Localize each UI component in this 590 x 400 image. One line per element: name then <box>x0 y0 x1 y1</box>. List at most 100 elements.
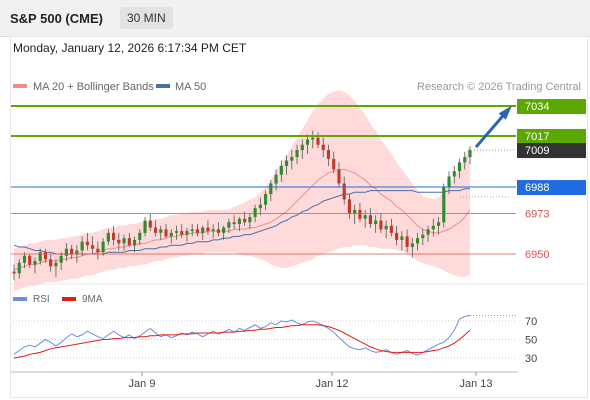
candle <box>206 220 210 235</box>
candle-body <box>174 231 179 233</box>
candle-body <box>96 248 100 253</box>
candle-body <box>436 222 441 226</box>
candle <box>463 151 467 170</box>
candle <box>127 232 131 247</box>
candle <box>22 252 27 269</box>
candle <box>17 259 21 279</box>
candle <box>279 160 283 182</box>
candle <box>395 225 399 246</box>
candle <box>91 236 95 254</box>
last-price-label: 7009 <box>525 145 549 157</box>
candle <box>290 150 294 170</box>
candle <box>174 225 179 240</box>
support-level-label: 6973 <box>525 208 549 220</box>
candle-body <box>49 259 53 267</box>
candle-body <box>59 255 63 263</box>
candle <box>421 229 425 246</box>
candle-body <box>426 229 430 235</box>
target-level-label: 7017 <box>525 131 549 143</box>
target-level-box <box>517 99 586 114</box>
candle <box>96 241 100 260</box>
candle <box>368 208 372 228</box>
candle <box>468 146 472 165</box>
candle-body <box>300 144 304 151</box>
candle-body <box>180 231 184 235</box>
candle-body <box>269 183 273 195</box>
candle <box>85 232 89 251</box>
candle <box>12 264 16 281</box>
target-level-label: 7034 <box>525 101 549 113</box>
candle-body <box>169 232 173 237</box>
candle <box>431 218 435 237</box>
candle-body <box>117 239 121 244</box>
candle-body <box>195 229 200 233</box>
candle <box>248 213 252 230</box>
candle-body <box>222 227 226 233</box>
ma50-legend-label: MA 50 <box>175 81 206 93</box>
credit-text: Research © 2026 Trading Central <box>417 81 581 93</box>
candle-body <box>112 232 116 240</box>
candle <box>185 227 189 242</box>
candle-body <box>316 137 320 145</box>
candle <box>237 217 241 232</box>
candle <box>447 171 451 195</box>
candle-body <box>22 255 27 263</box>
candle-body <box>28 255 32 265</box>
candle <box>358 202 362 223</box>
candle <box>389 218 393 237</box>
candle <box>190 224 194 237</box>
candle <box>143 217 147 237</box>
ma9-legend-label: 9MA <box>82 294 103 305</box>
candle-body <box>421 234 425 239</box>
time-tick-label: Jan 9 <box>129 378 156 390</box>
candle <box>164 224 168 239</box>
candle-body <box>253 208 257 217</box>
candle <box>117 232 121 251</box>
candle-body <box>405 236 409 247</box>
candle <box>269 180 273 202</box>
candle-body <box>431 225 435 230</box>
candle-body <box>305 139 310 145</box>
candle-body <box>274 174 278 184</box>
candle <box>101 238 105 256</box>
candle <box>332 151 336 173</box>
candle-body <box>85 241 89 246</box>
candle-body <box>248 217 252 223</box>
candle-body <box>400 236 404 240</box>
candle <box>384 220 388 239</box>
candle-body <box>33 261 37 265</box>
candle <box>374 215 378 233</box>
candle <box>169 229 173 244</box>
candle <box>112 225 116 246</box>
candle-body <box>395 232 399 240</box>
candle <box>49 254 53 272</box>
candle <box>122 234 126 251</box>
candle-body <box>216 229 220 233</box>
candle <box>442 183 446 228</box>
support-level-label: 6950 <box>525 249 549 261</box>
candle-body <box>368 215 372 225</box>
candle <box>457 158 462 179</box>
candle-body <box>185 231 189 235</box>
candle-body <box>468 150 472 158</box>
candle-body <box>358 209 362 219</box>
rsi-tick-label: 70 <box>525 316 537 328</box>
candle-body <box>101 241 105 253</box>
candle <box>295 144 299 165</box>
candle <box>416 232 420 251</box>
candle-body <box>148 220 152 228</box>
candle <box>106 229 110 246</box>
candle-body <box>284 160 289 166</box>
candle-body <box>384 225 388 230</box>
rsi-tick-label: 30 <box>525 353 537 365</box>
candle <box>33 257 37 274</box>
candle <box>436 217 441 235</box>
ma9-legend-swatch <box>62 297 76 301</box>
candle-body <box>258 204 262 209</box>
candle-body <box>127 238 131 246</box>
candle <box>379 213 383 233</box>
candle-body <box>132 239 137 246</box>
candle-body <box>17 262 21 274</box>
candle-body <box>106 232 110 242</box>
interval-button[interactable]: 30 MIN <box>120 7 173 29</box>
